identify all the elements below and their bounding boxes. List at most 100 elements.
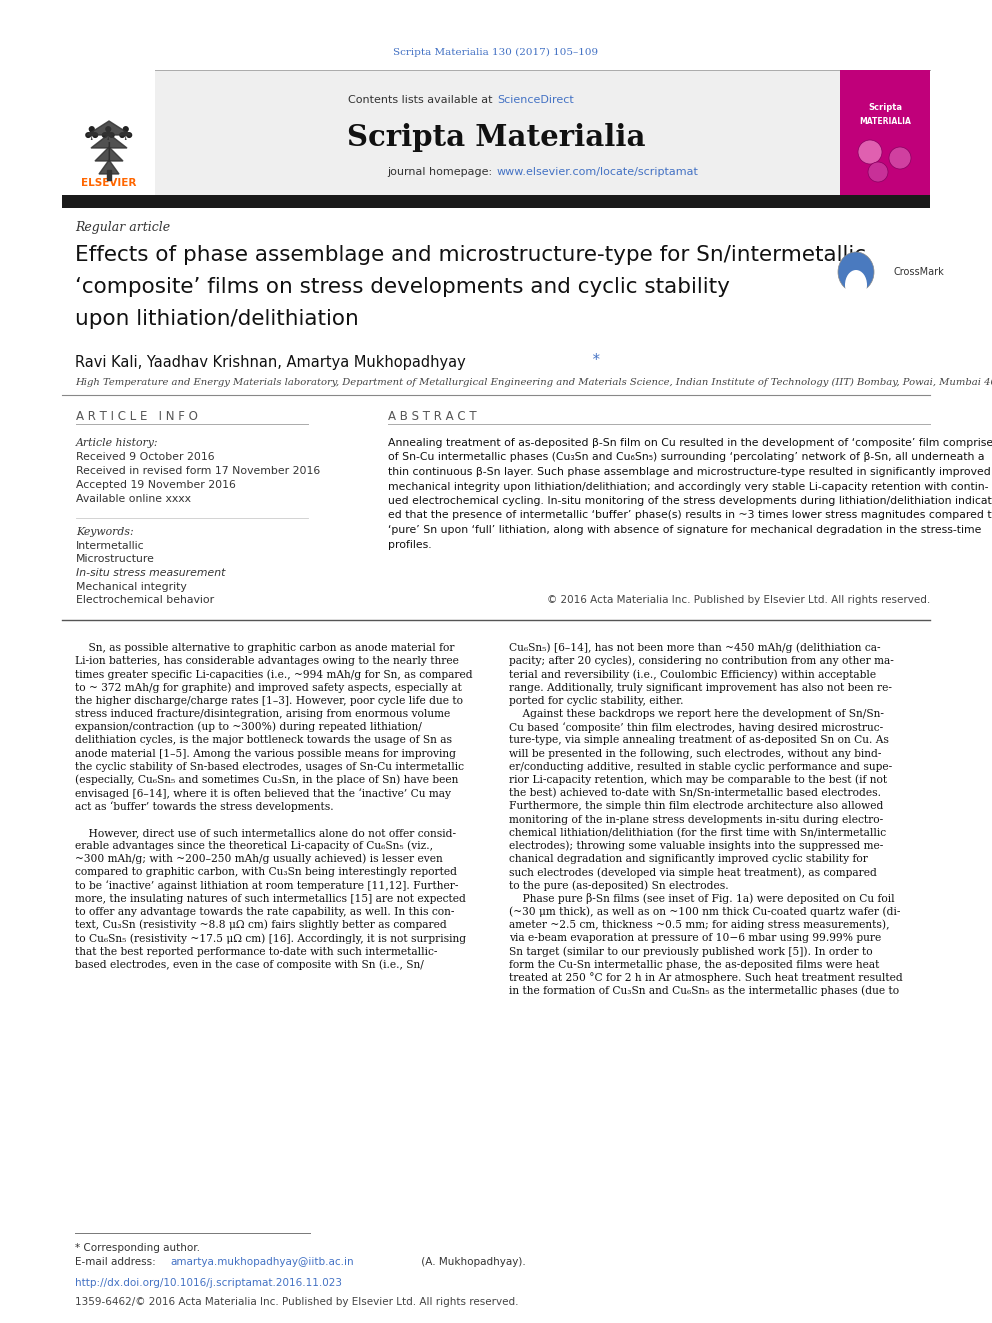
Text: Electrochemical behavior: Electrochemical behavior bbox=[76, 595, 214, 605]
Text: Article history:: Article history: bbox=[76, 438, 159, 448]
Polygon shape bbox=[87, 120, 131, 135]
Text: text, Cu₃Sn (resistivity ~8.8 μΩ cm) fairs slightly better as compared: text, Cu₃Sn (resistivity ~8.8 μΩ cm) fai… bbox=[75, 919, 446, 930]
Text: anode material [1–5]. Among the various possible means for improving: anode material [1–5]. Among the various … bbox=[75, 749, 456, 758]
Text: of Sn-Cu intermetallic phases (Cu₃Sn and Cu₆Sn₅) surrounding ‘percolating’ netwo: of Sn-Cu intermetallic phases (Cu₃Sn and… bbox=[388, 452, 984, 463]
Text: ScienceDirect: ScienceDirect bbox=[497, 95, 573, 105]
Text: delithiation cycles, is the major bottleneck towards the usage of Sn as: delithiation cycles, is the major bottle… bbox=[75, 736, 452, 745]
Text: ed that the presence of intermetallic ‘buffer’ phase(s) results in ~3 times lowe: ed that the presence of intermetallic ‘b… bbox=[388, 511, 992, 520]
Text: 1359-6462/© 2016 Acta Materialia Inc. Published by Elsevier Ltd. All rights rese: 1359-6462/© 2016 Acta Materialia Inc. Pu… bbox=[75, 1297, 519, 1307]
Text: Regular article: Regular article bbox=[75, 221, 170, 233]
Text: chanical degradation and significantly improved cyclic stability for: chanical degradation and significantly i… bbox=[509, 855, 868, 864]
Text: Annealing treatment of as-deposited β-Sn film on Cu resulted in the development : Annealing treatment of as-deposited β-Sn… bbox=[388, 438, 992, 448]
Text: the higher discharge/charge rates [1–3]. However, poor cycle life due to: the higher discharge/charge rates [1–3].… bbox=[75, 696, 463, 705]
Text: Accepted 19 November 2016: Accepted 19 November 2016 bbox=[76, 480, 236, 490]
Ellipse shape bbox=[838, 251, 874, 292]
Text: thin continuous β-Sn layer. Such phase assemblage and microstructure-type result: thin continuous β-Sn layer. Such phase a… bbox=[388, 467, 991, 478]
Text: pacity; after 20 cycles), considering no contribution from any other ma-: pacity; after 20 cycles), considering no… bbox=[509, 656, 894, 667]
Text: www.elsevier.com/locate/scriptamat: www.elsevier.com/locate/scriptamat bbox=[497, 167, 699, 177]
Polygon shape bbox=[91, 134, 127, 148]
Text: to ~ 372 mAh/g for graphite) and improved safety aspects, especially at: to ~ 372 mAh/g for graphite) and improve… bbox=[75, 683, 462, 693]
Text: ‘composite’ films on stress developments and cyclic stability: ‘composite’ films on stress developments… bbox=[75, 277, 730, 296]
Text: the cyclic stability of Sn-based electrodes, usages of Sn-Cu intermetallic: the cyclic stability of Sn-based electro… bbox=[75, 762, 464, 771]
Text: ported for cyclic stability, either.: ported for cyclic stability, either. bbox=[509, 696, 683, 705]
Text: (~30 μm thick), as well as on ~100 nm thick Cu-coated quartz wafer (di-: (~30 μm thick), as well as on ~100 nm th… bbox=[509, 906, 901, 917]
Polygon shape bbox=[107, 169, 111, 180]
Text: Cu based ‘composite’ thin film electrodes, having desired microstruc-: Cu based ‘composite’ thin film electrode… bbox=[509, 722, 883, 733]
Text: chemical lithiation/delithiation (for the first time with Sn/intermetallic: chemical lithiation/delithiation (for th… bbox=[509, 828, 886, 837]
Text: amartya.mukhopadhyay@iitb.ac.in: amartya.mukhopadhyay@iitb.ac.in bbox=[170, 1257, 353, 1267]
Text: that the best reported performance to-date with such intermetallic-: that the best reported performance to-da… bbox=[75, 946, 437, 957]
Text: * Corresponding author.: * Corresponding author. bbox=[75, 1244, 200, 1253]
Text: act as ‘buffer’ towards the stress developments.: act as ‘buffer’ towards the stress devel… bbox=[75, 800, 333, 812]
Text: er/conducting additive, resulted in stable cyclic performance and supe-: er/conducting additive, resulted in stab… bbox=[509, 762, 892, 771]
Text: to offer any advantage towards the rate capability, as well. In this con-: to offer any advantage towards the rate … bbox=[75, 908, 454, 917]
Text: compared to graphitic carbon, with Cu₃Sn being interestingly reported: compared to graphitic carbon, with Cu₃Sn… bbox=[75, 868, 457, 877]
Text: electrodes); throwing some valuable insights into the suppressed me-: electrodes); throwing some valuable insi… bbox=[509, 840, 883, 851]
Polygon shape bbox=[99, 160, 119, 175]
Text: envisaged [6–14], where it is often believed that the ‘inactive’ Cu may: envisaged [6–14], where it is often beli… bbox=[75, 787, 451, 799]
Text: Li-ion batteries, has considerable advantages owing to the nearly three: Li-ion batteries, has considerable advan… bbox=[75, 656, 459, 667]
Text: ♣♣♣
|: ♣♣♣ | bbox=[82, 126, 135, 161]
Text: Scripta Materialia 130 (2017) 105–109: Scripta Materialia 130 (2017) 105–109 bbox=[394, 48, 598, 57]
Text: (A. Mukhopadhyay).: (A. Mukhopadhyay). bbox=[418, 1257, 526, 1267]
Circle shape bbox=[889, 147, 911, 169]
Text: based electrodes, even in the case of composite with Sn (i.e., Sn/: based electrodes, even in the case of co… bbox=[75, 959, 424, 970]
Text: http://dx.doi.org/10.1016/j.scriptamat.2016.11.023: http://dx.doi.org/10.1016/j.scriptamat.2… bbox=[75, 1278, 342, 1289]
Text: such electrodes (developed via simple heat treatment), as compared: such electrodes (developed via simple he… bbox=[509, 867, 877, 877]
Text: A R T I C L E   I N F O: A R T I C L E I N F O bbox=[76, 410, 197, 422]
Text: will be presented in the following, such electrodes, without any bind-: will be presented in the following, such… bbox=[509, 749, 882, 758]
Text: ture-type, via simple annealing treatment of as-deposited Sn on Cu. As: ture-type, via simple annealing treatmen… bbox=[509, 736, 889, 745]
Polygon shape bbox=[95, 147, 123, 161]
Text: mechanical integrity upon lithiation/delithiation; and accordingly very stable L: mechanical integrity upon lithiation/del… bbox=[388, 482, 988, 492]
Text: ELSEVIER: ELSEVIER bbox=[81, 179, 137, 188]
Text: ~300 mAh/g; with ~200–250 mAh/g usually achieved) is lesser even: ~300 mAh/g; with ~200–250 mAh/g usually … bbox=[75, 853, 442, 864]
Text: ameter ~2.5 cm, thickness ~0.5 mm; for aiding stress measurements),: ameter ~2.5 cm, thickness ~0.5 mm; for a… bbox=[509, 919, 890, 930]
Text: more, the insulating natures of such intermetallics [15] are not expected: more, the insulating natures of such int… bbox=[75, 894, 466, 904]
Text: Cu₆Sn₅) [6–14], has not been more than ~450 mAh/g (delithiation ca-: Cu₆Sn₅) [6–14], has not been more than ~… bbox=[509, 643, 881, 654]
Text: Furthermore, the simple thin film electrode architecture also allowed: Furthermore, the simple thin film electr… bbox=[509, 802, 883, 811]
Text: the best) achieved to-date with Sn/Sn-intermetallic based electrodes.: the best) achieved to-date with Sn/Sn-in… bbox=[509, 789, 881, 798]
Text: A B S T R A C T: A B S T R A C T bbox=[388, 410, 476, 422]
Text: Effects of phase assemblage and microstructure-type for Sn/intermetallic: Effects of phase assemblage and microstr… bbox=[75, 245, 866, 265]
Text: However, direct use of such intermetallics alone do not offer consid-: However, direct use of such intermetalli… bbox=[75, 828, 456, 837]
Text: to Cu₆Sn₅ (resistivity ~17.5 μΩ cm) [16]. Accordingly, it is not surprising: to Cu₆Sn₅ (resistivity ~17.5 μΩ cm) [16]… bbox=[75, 933, 466, 943]
Text: Contents lists available at: Contents lists available at bbox=[348, 95, 496, 105]
Text: Ravi Kali, Yaadhav Krishnan, Amartya Mukhopadhyay: Ravi Kali, Yaadhav Krishnan, Amartya Muk… bbox=[75, 355, 466, 369]
Text: expansion/contraction (up to ~300%) during repeated lithiation/: expansion/contraction (up to ~300%) duri… bbox=[75, 722, 422, 733]
Text: Microstructure: Microstructure bbox=[76, 554, 155, 565]
Text: E-mail address:: E-mail address: bbox=[75, 1257, 159, 1267]
Text: in the formation of Cu₃Sn and Cu₆Sn₅ as the intermetallic phases (due to: in the formation of Cu₃Sn and Cu₆Sn₅ as … bbox=[509, 986, 899, 996]
Text: Scripta: Scripta bbox=[868, 103, 902, 112]
Text: stress induced fracture/disintegration, arising from enormous volume: stress induced fracture/disintegration, … bbox=[75, 709, 450, 718]
Text: ued electrochemical cycling. In-situ monitoring of the stress developments durin: ued electrochemical cycling. In-situ mon… bbox=[388, 496, 992, 505]
Text: to the pure (as-deposited) Sn electrodes.: to the pure (as-deposited) Sn electrodes… bbox=[509, 880, 729, 890]
Text: via e-beam evaporation at pressure of 10−6 mbar using 99.99% pure: via e-beam evaporation at pressure of 10… bbox=[509, 934, 881, 943]
Text: range. Additionally, truly significant improvement has also not been re-: range. Additionally, truly significant i… bbox=[509, 683, 892, 693]
Circle shape bbox=[858, 140, 882, 164]
Text: upon lithiation/delithiation: upon lithiation/delithiation bbox=[75, 310, 359, 329]
Text: journal homepage:: journal homepage: bbox=[387, 167, 496, 177]
Ellipse shape bbox=[845, 270, 867, 300]
Text: Intermetallic: Intermetallic bbox=[76, 541, 145, 550]
Text: In-situ stress measurement: In-situ stress measurement bbox=[76, 568, 225, 578]
Text: Sn, as possible alternative to graphitic carbon as anode material for: Sn, as possible alternative to graphitic… bbox=[75, 643, 454, 654]
Bar bbox=[62, 70, 930, 194]
Text: Against these backdrops we report here the development of Sn/Sn-: Against these backdrops we report here t… bbox=[509, 709, 884, 718]
Text: Phase pure β-Sn films (see inset of Fig. 1a) were deposited on Cu foil: Phase pure β-Sn films (see inset of Fig.… bbox=[509, 893, 895, 905]
Text: ‘pure’ Sn upon ‘full’ lithiation, along with absence of signature for mechanical: ‘pure’ Sn upon ‘full’ lithiation, along … bbox=[388, 525, 981, 534]
Text: (especially, Cu₆Sn₅ and sometimes Cu₃Sn, in the place of Sn) have been: (especially, Cu₆Sn₅ and sometimes Cu₃Sn,… bbox=[75, 775, 458, 786]
Text: profiles.: profiles. bbox=[388, 540, 432, 549]
Text: times greater specific Li-capacities (i.e., ~994 mAh/g for Sn, as compared: times greater specific Li-capacities (i.… bbox=[75, 669, 472, 680]
Bar bbox=[62, 194, 930, 208]
Text: CrossMark: CrossMark bbox=[893, 267, 943, 277]
Text: monitoring of the in-plane stress developments in-situ during electro-: monitoring of the in-plane stress develo… bbox=[509, 815, 883, 824]
Text: © 2016 Acta Materialia Inc. Published by Elsevier Ltd. All rights reserved.: © 2016 Acta Materialia Inc. Published by… bbox=[547, 595, 930, 605]
Text: MATERIALIA: MATERIALIA bbox=[859, 118, 911, 127]
Text: Scripta Materialia: Scripta Materialia bbox=[347, 123, 645, 152]
Circle shape bbox=[868, 161, 888, 183]
Text: treated at 250 °C for 2 h in Ar atmosphere. Such heat treatment resulted: treated at 250 °C for 2 h in Ar atmosphe… bbox=[509, 972, 903, 983]
Text: form the Cu-Sn intermetallic phase, the as-deposited films were heat: form the Cu-Sn intermetallic phase, the … bbox=[509, 959, 879, 970]
Bar bbox=[62, 70, 155, 194]
Text: Available online xxxx: Available online xxxx bbox=[76, 493, 191, 504]
Text: *: * bbox=[588, 352, 600, 368]
